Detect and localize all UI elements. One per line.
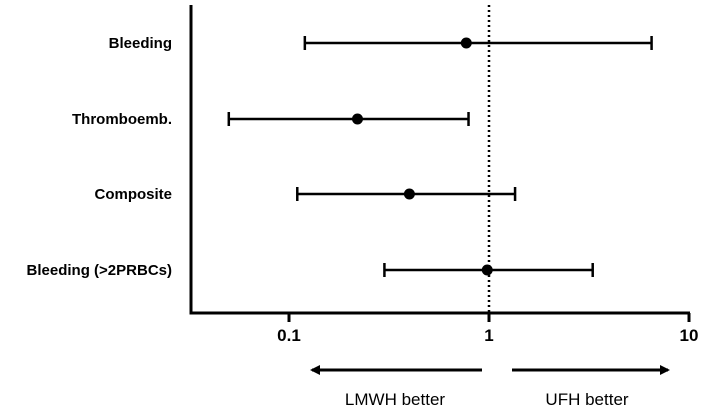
x-tick-label: 0.1 [277,326,301,345]
point-estimate [351,113,363,125]
forest-row: Composite [94,186,517,203]
direction-annotations: LMWH better UFH better [310,365,670,409]
point-estimate [460,37,472,49]
x-tick-label: 1 [484,326,493,345]
row-label: Bleeding (>2PRBCs) [27,262,172,279]
x-tick-label: 10 [680,326,699,345]
right-annotation: UFH better [545,390,628,409]
row-label: Bleeding [109,35,172,52]
forest-row: Thromboemb. [72,111,470,128]
left-annotation: LMWH better [345,390,445,409]
forest-row: Bleeding [109,35,653,52]
rows: Bleeding Thromboemb. Composite Bleeding (>2… [27,35,653,279]
forest-row: Bleeding (>2PRBCs) [27,262,594,279]
row-label: Thromboemb. [72,111,172,128]
axes [189,5,690,315]
point-estimate [481,264,493,276]
point-estimate [403,188,415,200]
x-ticks: 0.1 1 10 [277,313,698,345]
row-label: Composite [94,186,172,203]
